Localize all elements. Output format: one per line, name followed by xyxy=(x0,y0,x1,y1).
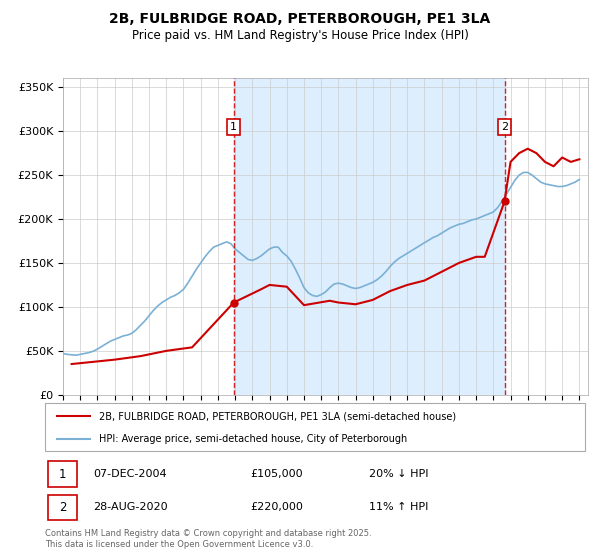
Text: Contains HM Land Registry data © Crown copyright and database right 2025.
This d: Contains HM Land Registry data © Crown c… xyxy=(45,529,371,549)
Text: 11% ↑ HPI: 11% ↑ HPI xyxy=(369,502,428,512)
Text: Price paid vs. HM Land Registry's House Price Index (HPI): Price paid vs. HM Land Registry's House … xyxy=(131,29,469,42)
Text: 2: 2 xyxy=(59,501,66,514)
Text: 20% ↓ HPI: 20% ↓ HPI xyxy=(369,469,428,479)
Text: HPI: Average price, semi-detached house, City of Peterborough: HPI: Average price, semi-detached house,… xyxy=(99,434,407,444)
Text: 07-DEC-2004: 07-DEC-2004 xyxy=(94,469,167,479)
Bar xyxy=(48,494,77,520)
Text: £105,000: £105,000 xyxy=(250,469,303,479)
Text: £220,000: £220,000 xyxy=(250,502,303,512)
Text: 2B, FULBRIDGE ROAD, PETERBOROUGH, PE1 3LA: 2B, FULBRIDGE ROAD, PETERBOROUGH, PE1 3L… xyxy=(109,12,491,26)
Bar xyxy=(234,78,505,395)
Text: 2: 2 xyxy=(501,122,508,132)
Text: 1: 1 xyxy=(59,468,66,480)
Text: 28-AUG-2020: 28-AUG-2020 xyxy=(94,502,168,512)
Text: 2B, FULBRIDGE ROAD, PETERBOROUGH, PE1 3LA (semi-detached house): 2B, FULBRIDGE ROAD, PETERBOROUGH, PE1 3L… xyxy=(99,411,456,421)
Text: 1: 1 xyxy=(230,122,237,132)
Bar xyxy=(48,461,77,487)
